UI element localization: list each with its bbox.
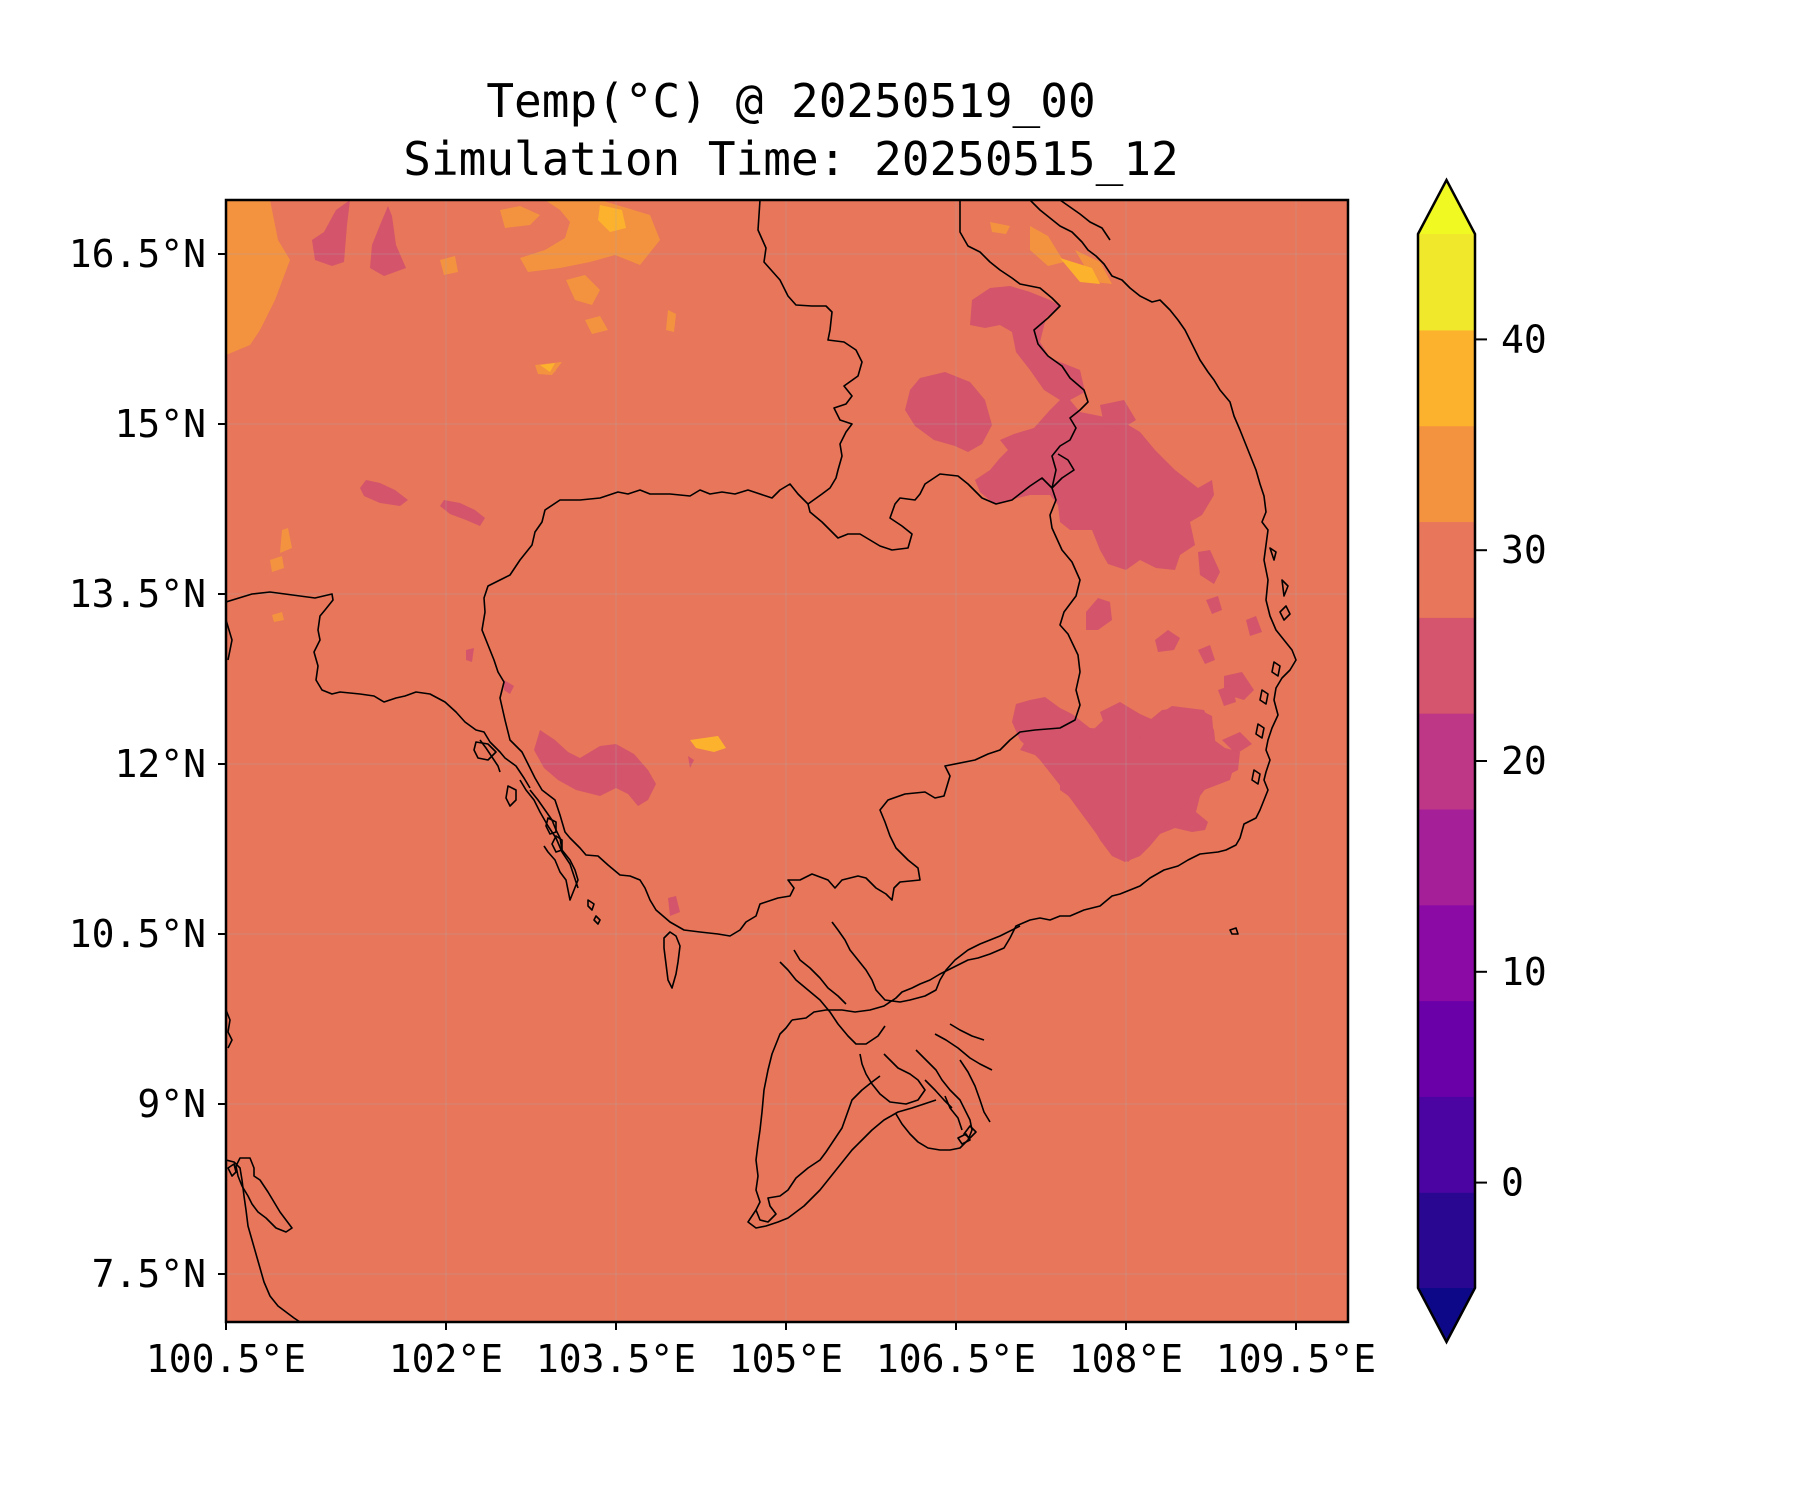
lat-tick-label: 15°N [114, 402, 206, 446]
lat-tick-label: 12°N [114, 742, 206, 786]
colorbar: 40 30 20 10 0 [1416, 177, 1547, 1345]
latitude-axis: 16.5°N 15°N 13.5°N 12°N 10.5°N 9°N 7.5°N [69, 232, 226, 1296]
colorbar-tick-label: 30 [1501, 528, 1547, 572]
colorbar-band [1418, 904, 1475, 1002]
colorbar-band [1418, 521, 1475, 618]
lat-tick-label: 7.5°N [92, 1252, 206, 1296]
lat-tick-label: 13.5°N [69, 572, 206, 616]
map-panel [226, 200, 1348, 1322]
lon-tick-label: 109.5°E [1216, 1337, 1376, 1381]
colorbar-band [1418, 808, 1475, 906]
lon-tick-label: 102°E [389, 1337, 503, 1381]
lon-tick-label: 105°E [729, 1337, 843, 1381]
coastlines-and-borders [226, 200, 1297, 1322]
colorbar-band [1418, 617, 1475, 714]
lon-tick-label: 108°E [1069, 1337, 1183, 1381]
colorbar-band [1418, 425, 1475, 523]
lat-tick-label: 9°N [137, 1082, 206, 1126]
hot-regions [540, 205, 1100, 752]
colorbar-over-extension [1418, 180, 1475, 234]
colorbar-band [1418, 329, 1475, 427]
plot-title: Temp(°C) @ 20250519_00 Simulation Time: … [226, 72, 1356, 188]
cool-regions [312, 200, 1262, 916]
colorbar-tick-label: 20 [1501, 739, 1547, 783]
lon-tick-label: 106.5°E [876, 1337, 1036, 1381]
lon-tick-label: 103.5°E [536, 1337, 696, 1381]
longitude-axis: 100.5°E 102°E 103.5°E 105°E 106.5°E 108°E 109.… [146, 1322, 1376, 1381]
colorbar-outline [1416, 177, 1477, 1345]
colorbar-tick-label: 10 [1501, 950, 1547, 994]
title-line-2: Simulation Time: 20250515_12 [403, 132, 1179, 186]
colorbar-band [1418, 1000, 1475, 1097]
colorbar-band [1418, 1192, 1475, 1289]
title-line-1: Temp(°C) @ 20250519_00 [486, 74, 1096, 128]
lat-tick-label: 10.5°N [69, 912, 206, 956]
warm-regions [226, 200, 1112, 622]
colorbar-band [1418, 1096, 1475, 1193]
colorbar-tick-label: 0 [1501, 1161, 1524, 1205]
colorbar-band [1418, 234, 1475, 331]
colorbar-tick-label: 40 [1501, 317, 1547, 361]
colorbar-under-extension [1418, 1288, 1475, 1342]
lon-tick-label: 100.5°E [146, 1337, 306, 1381]
colorbar-band [1418, 713, 1475, 810]
map-grid [225, 200, 1348, 1322]
lat-tick-label: 16.5°N [69, 232, 206, 276]
